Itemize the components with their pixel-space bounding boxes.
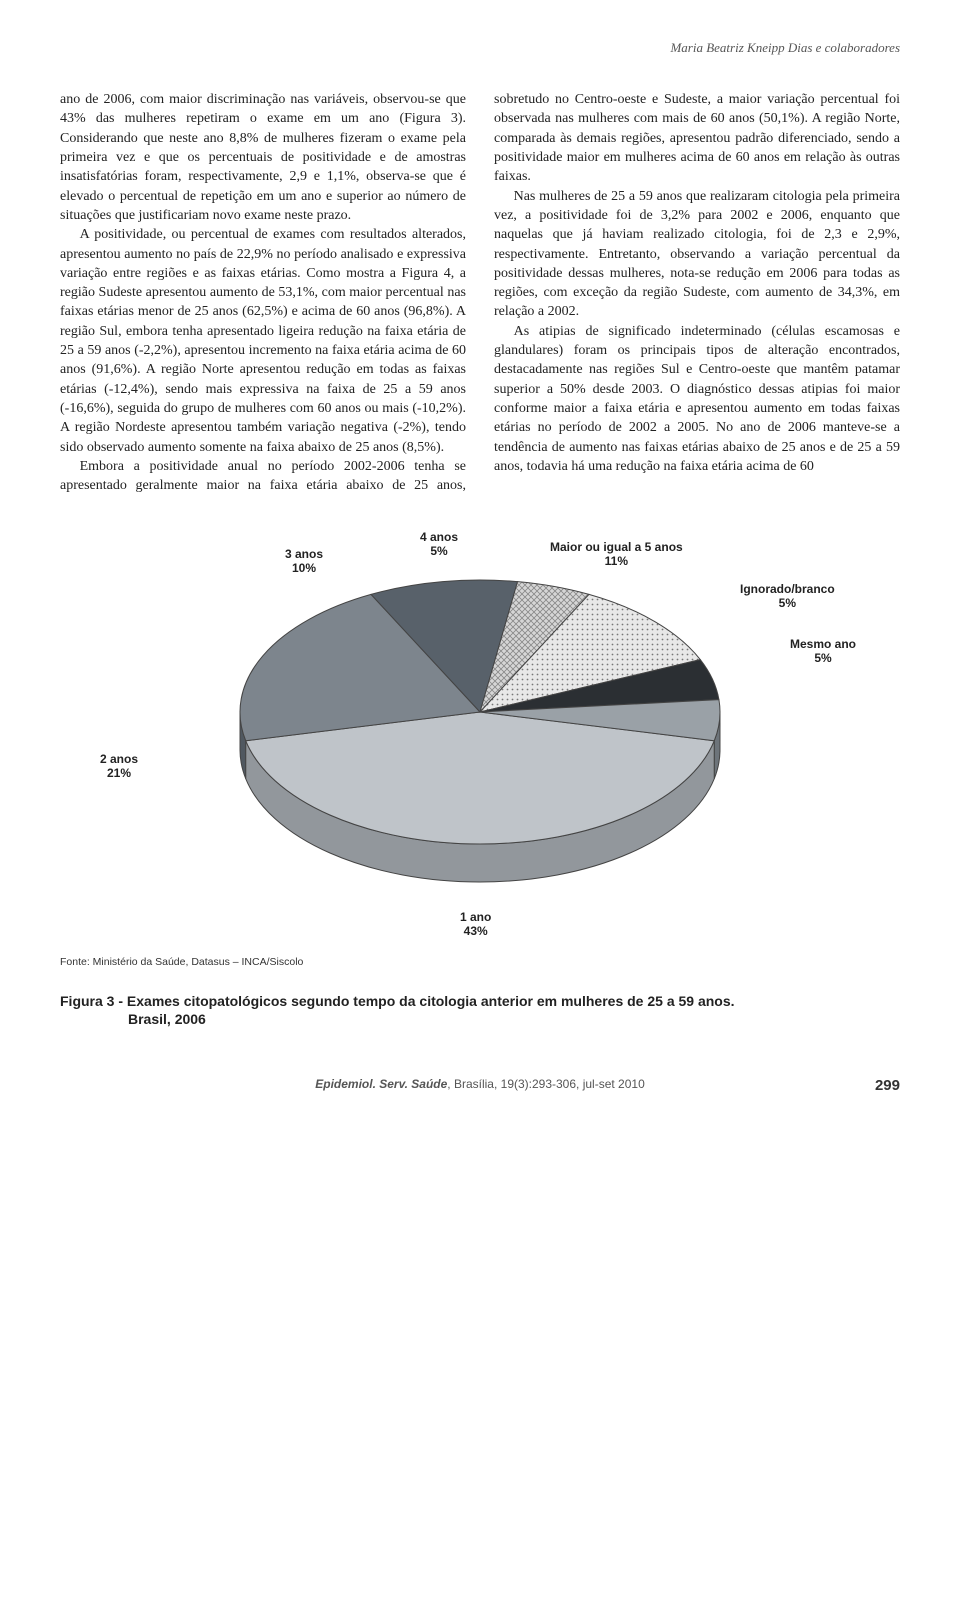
- para-1: ano de 2006, com maior discriminação nas…: [60, 90, 466, 225]
- slice-label-text: Mesmo ano: [790, 637, 856, 651]
- slice-label-text: Ignorado/branco: [740, 582, 835, 596]
- slice-label-text: 3 anos: [285, 547, 323, 561]
- footer-rest: , Brasília, 19(3):293-306, jul-set 2010: [447, 1077, 644, 1091]
- slice-label-pct: 5%: [790, 651, 856, 665]
- slice-label-text: 1 ano: [460, 910, 491, 924]
- slice-label-pct: 11%: [550, 554, 683, 568]
- slice-label-pct: 43%: [460, 924, 491, 938]
- footer-journal: Epidemiol. Serv. Saúde: [315, 1077, 447, 1091]
- slice-label-text: 2 anos: [100, 752, 138, 766]
- slice-label-text: Maior ou igual a 5 anos: [550, 540, 683, 554]
- para-4: Nas mulheres de 25 a 59 anos que realiza…: [494, 187, 900, 322]
- slice-label-text: 4 anos: [420, 530, 458, 544]
- running-head: Maria Beatriz Kneipp Dias e colaboradore…: [60, 40, 900, 56]
- slice-label-pct: 21%: [100, 766, 138, 780]
- slice-label-4anos: 4 anos 5%: [420, 530, 458, 559]
- figure-source: Fonte: Ministério da Saúde, Datasus – IN…: [60, 956, 900, 968]
- slice-label-ignorado: Ignorado/branco 5%: [740, 582, 835, 611]
- slice-label-3anos: 3 anos 10%: [285, 547, 323, 576]
- slice-label-2anos: 2 anos 21%: [100, 752, 138, 781]
- figure-caption-lead: Figura 3 -: [60, 993, 127, 1009]
- figure-caption: Figura 3 - Exames citopatológicos segund…: [60, 992, 900, 1030]
- slice-label-pct: 10%: [285, 561, 323, 575]
- page-number: 299: [875, 1077, 900, 1094]
- slice-label-5anos: Maior ou igual a 5 anos 11%: [550, 540, 683, 569]
- figure-caption-text2: Brasil, 2006: [60, 1010, 900, 1029]
- para-5: As atipias de significado indeterminado …: [494, 322, 900, 477]
- slice-label-1ano: 1 ano 43%: [460, 910, 491, 939]
- slice-label-mesmoano: Mesmo ano 5%: [790, 637, 856, 666]
- para-2: A positividade, ou percentual de exames …: [60, 225, 466, 457]
- pie-chart: 1 ano 43% 2 anos 21% 3 anos 10% 4 anos 5…: [60, 522, 900, 952]
- slice-label-pct: 5%: [420, 544, 458, 558]
- slice-label-pct: 5%: [740, 596, 835, 610]
- figure-3: 1 ano 43% 2 anos 21% 3 anos 10% 4 anos 5…: [60, 522, 900, 1030]
- figure-caption-text: Exames citopatológicos segundo tempo da …: [127, 993, 735, 1009]
- body-columns: ano de 2006, com maior discriminação nas…: [60, 90, 900, 496]
- page-footer: Epidemiol. Serv. Saúde, Brasília, 19(3):…: [60, 1077, 900, 1091]
